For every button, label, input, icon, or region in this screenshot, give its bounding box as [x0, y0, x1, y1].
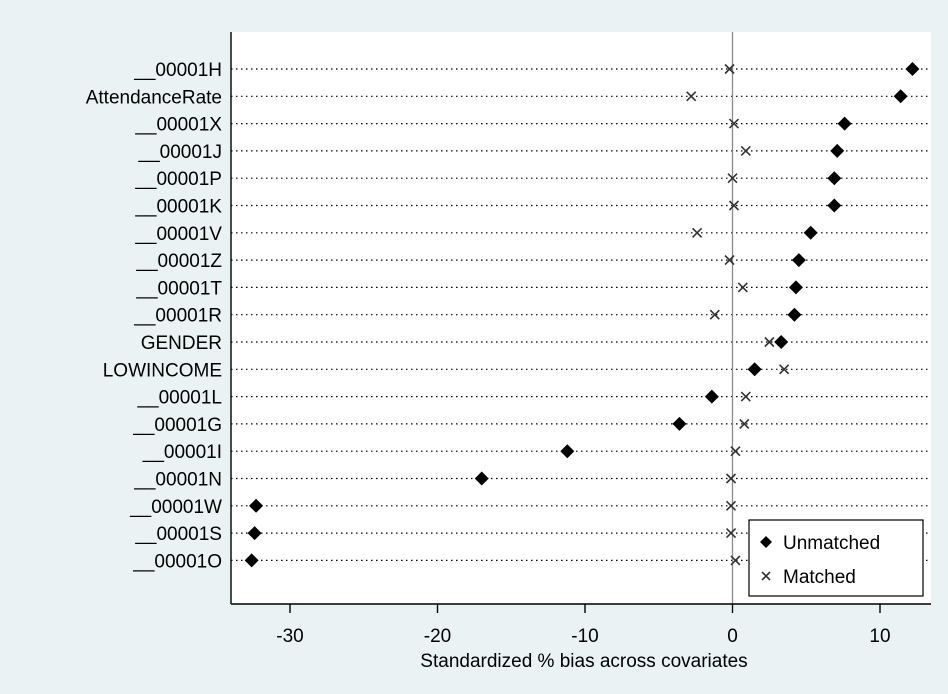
category-label: __00001N — [133, 470, 222, 491]
unmatched-point — [827, 171, 842, 186]
category-label: __00001K — [134, 197, 222, 218]
category-label: LOWINCOME — [103, 360, 222, 381]
unmatched-point — [247, 526, 262, 541]
matched-point — [725, 500, 737, 511]
category-label: GENDER — [141, 333, 222, 354]
matched-point-stroke-b — [724, 255, 735, 266]
unmatched-point — [244, 553, 259, 568]
matched-point-stroke-b — [724, 63, 735, 75]
matched-point — [740, 145, 751, 156]
axes-layer: -30 -20 -10 0 10 — [230, 32, 931, 647]
category-label: __00001S — [134, 524, 222, 545]
x-tick-label: -10 — [571, 626, 598, 647]
matched-point-stroke-b — [730, 446, 741, 457]
matched-point-stroke-b — [728, 200, 740, 211]
matched-point-stroke-b — [727, 173, 738, 184]
unmatched-point — [905, 62, 920, 76]
marks-layer — [244, 62, 920, 568]
matched-point — [737, 282, 748, 293]
matched-point — [725, 473, 737, 484]
matched-point-stroke-b — [686, 91, 697, 102]
matched-point — [728, 200, 740, 211]
category-label: __00001W — [129, 497, 222, 518]
matched-point-stroke-b — [739, 418, 750, 429]
legend-box — [748, 519, 924, 597]
matched-point — [725, 528, 737, 539]
unmatched-point — [787, 307, 802, 322]
x-axis-title: Standardized % bias across covariates — [420, 651, 747, 672]
unmatched-point — [774, 335, 789, 349]
matched-point — [709, 309, 720, 320]
category-label: __00001H — [133, 60, 222, 81]
matched-point-stroke-b — [764, 336, 775, 348]
matched-point-stroke-b — [740, 145, 751, 156]
matched-point-stroke-b — [737, 282, 748, 293]
matched-point-stroke-b — [725, 473, 737, 484]
unmatched-point — [672, 416, 687, 431]
matched-point — [728, 118, 740, 129]
grid-layer — [231, 68, 931, 562]
unmatched-point — [791, 253, 806, 268]
legend-label-unmatched: Unmatched — [783, 533, 880, 554]
matched-point-stroke-b — [725, 500, 737, 511]
matched-point — [730, 446, 741, 457]
legend-marker-matched — [761, 571, 771, 581]
unmatched-point — [704, 389, 719, 404]
matched-point — [686, 91, 697, 102]
matched-point — [724, 63, 735, 75]
unmatched-point — [803, 225, 818, 240]
legend: Unmatched Matched — [748, 519, 924, 597]
matched-point-stroke-b — [692, 227, 703, 238]
unmatched-point — [893, 89, 908, 104]
matched-point — [724, 255, 735, 266]
matched-point-stroke-b — [709, 309, 720, 320]
unmatched-point — [827, 198, 842, 213]
matched-point — [692, 227, 703, 238]
unmatched-point — [474, 471, 489, 486]
labels-layer: __00001H AttendanceRate __00001X __00001J __… — [86, 60, 223, 572]
category-label: __00001V — [134, 224, 222, 245]
matched-point-stroke-b — [779, 364, 790, 375]
plot-area — [231, 32, 931, 604]
matched-point — [779, 364, 790, 375]
matched-point — [740, 391, 751, 402]
category-label: __00001G — [132, 415, 222, 436]
category-label: __00001Z — [135, 251, 222, 272]
category-label: __00001T — [135, 278, 222, 299]
matched-point — [730, 555, 741, 566]
unmatched-point — [837, 116, 852, 131]
category-label: __00001J — [138, 142, 222, 163]
unmatched-point — [788, 280, 803, 295]
matched-point-stroke-b — [730, 555, 741, 566]
matched-point — [739, 418, 750, 429]
matched-point — [764, 336, 775, 348]
unmatched-point — [560, 444, 575, 459]
category-label: __00001R — [133, 306, 222, 327]
matched-point — [727, 173, 738, 184]
unmatched-point — [747, 362, 762, 377]
x-tick-label: -20 — [424, 626, 451, 647]
legend-marker-unmatched — [760, 536, 772, 548]
x-tick-label: -30 — [276, 626, 303, 647]
x-tick-label: 0 — [727, 626, 738, 647]
category-label: __00001P — [134, 169, 222, 190]
category-label: __00001O — [132, 551, 222, 572]
unmatched-point — [249, 498, 264, 513]
matched-point-stroke-b — [740, 391, 751, 402]
x-tick-label: 10 — [869, 626, 890, 647]
category-label: __00001X — [134, 115, 222, 136]
unmatched-point — [830, 143, 845, 158]
category-label: __00001I — [142, 442, 222, 463]
legend-label-matched: Matched — [783, 567, 856, 588]
category-label: AttendanceRate — [86, 87, 222, 108]
matched-point-stroke-b — [728, 118, 740, 129]
legend-marker-matched-stroke-b — [761, 571, 771, 581]
category-label: __00001L — [136, 388, 222, 409]
matched-point-stroke-b — [725, 528, 737, 539]
